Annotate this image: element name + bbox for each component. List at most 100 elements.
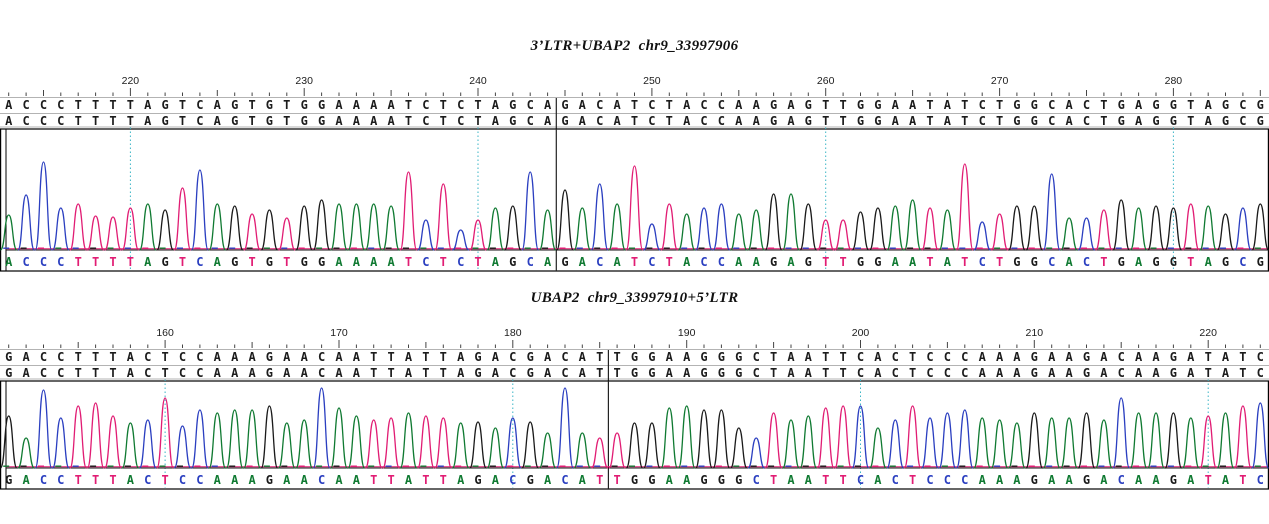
svg-text:G: G <box>1152 255 1159 269</box>
svg-text:G: G <box>631 473 638 487</box>
svg-text:T: T <box>92 98 99 112</box>
svg-text:A: A <box>544 255 552 269</box>
svg-text:A: A <box>1187 473 1195 487</box>
svg-text:T: T <box>109 255 116 269</box>
svg-text:A: A <box>787 255 795 269</box>
svg-text:G: G <box>1118 98 1125 112</box>
svg-text:T: T <box>127 114 134 128</box>
svg-text:G: G <box>631 350 638 364</box>
svg-text:A: A <box>283 350 291 364</box>
svg-text:A: A <box>5 114 13 128</box>
svg-text:G: G <box>527 366 534 380</box>
svg-text:T: T <box>1205 473 1212 487</box>
svg-text:T: T <box>926 255 933 269</box>
svg-text:G: G <box>1031 98 1038 112</box>
svg-text:G: G <box>1083 350 1090 364</box>
svg-text:A: A <box>805 366 813 380</box>
svg-text:C: C <box>979 114 986 128</box>
svg-text:T: T <box>996 255 1003 269</box>
svg-text:A: A <box>909 114 917 128</box>
svg-text:A: A <box>127 473 135 487</box>
svg-text:C: C <box>40 350 47 364</box>
svg-text:T: T <box>92 366 99 380</box>
svg-text:G: G <box>161 114 168 128</box>
svg-text:T: T <box>822 473 829 487</box>
svg-text:C: C <box>1118 473 1125 487</box>
svg-text:G: G <box>318 98 325 112</box>
svg-text:T: T <box>283 255 290 269</box>
svg-text:A: A <box>22 366 30 380</box>
svg-text:A: A <box>683 114 691 128</box>
svg-text:A: A <box>996 473 1004 487</box>
svg-text:C: C <box>648 255 655 269</box>
svg-text:G: G <box>266 473 273 487</box>
svg-text:C: C <box>753 350 760 364</box>
svg-text:T: T <box>909 473 916 487</box>
svg-text:G: G <box>874 114 881 128</box>
svg-text:T: T <box>961 98 968 112</box>
svg-text:A: A <box>544 98 552 112</box>
ruler-label: 230 <box>295 75 313 87</box>
svg-text:T: T <box>1205 350 1212 364</box>
svg-text:C: C <box>979 98 986 112</box>
svg-text:C: C <box>57 114 64 128</box>
svg-text:C: C <box>892 366 899 380</box>
svg-text:T: T <box>440 366 447 380</box>
svg-text:T: T <box>822 366 829 380</box>
svg-text:A: A <box>979 366 987 380</box>
svg-text:A: A <box>492 350 500 364</box>
ruler-label: 220 <box>1199 327 1217 339</box>
svg-text:A: A <box>22 350 30 364</box>
svg-text:A: A <box>787 114 795 128</box>
svg-text:A: A <box>370 98 378 112</box>
svg-text:A: A <box>1222 473 1230 487</box>
svg-text:A: A <box>1152 350 1160 364</box>
svg-text:A: A <box>492 366 500 380</box>
svg-text:C: C <box>57 255 64 269</box>
svg-text:A: A <box>231 366 239 380</box>
svg-text:C: C <box>40 473 47 487</box>
svg-text:A: A <box>787 350 795 364</box>
svg-text:C: C <box>318 366 325 380</box>
svg-text:C: C <box>196 98 203 112</box>
svg-text:C: C <box>527 98 534 112</box>
svg-text:C: C <box>926 366 933 380</box>
svg-text:T: T <box>179 98 186 112</box>
svg-text:C: C <box>944 473 951 487</box>
svg-text:C: C <box>561 366 568 380</box>
svg-text:A: A <box>353 366 361 380</box>
svg-text:T: T <box>839 350 846 364</box>
svg-text:C: C <box>961 366 968 380</box>
svg-text:T: T <box>370 366 377 380</box>
ruler-label: 180 <box>504 327 522 339</box>
svg-text:T: T <box>75 350 82 364</box>
svg-text:C: C <box>40 98 47 112</box>
svg-text:A: A <box>753 255 761 269</box>
svg-text:T: T <box>909 366 916 380</box>
svg-text:A: A <box>144 98 152 112</box>
svg-text:G: G <box>527 350 534 364</box>
svg-text:T: T <box>770 473 777 487</box>
svg-text:A: A <box>1135 98 1143 112</box>
svg-text:G: G <box>561 114 568 128</box>
svg-text:C: C <box>57 473 64 487</box>
trace-peaks <box>0 387 1269 469</box>
svg-text:A: A <box>144 114 152 128</box>
svg-text:C: C <box>1257 473 1264 487</box>
svg-text:C: C <box>718 98 725 112</box>
svg-text:A: A <box>248 350 256 364</box>
svg-text:G: G <box>805 98 812 112</box>
ruler-label: 240 <box>469 75 487 87</box>
svg-text:A: A <box>214 350 222 364</box>
svg-text:A: A <box>1013 366 1021 380</box>
svg-text:G: G <box>231 114 238 128</box>
svg-text:A: A <box>1065 98 1073 112</box>
svg-text:A: A <box>405 350 413 364</box>
svg-text:A: A <box>405 366 413 380</box>
svg-text:T: T <box>822 350 829 364</box>
ruler-label: 170 <box>330 327 348 339</box>
svg-text:C: C <box>892 350 899 364</box>
svg-text:G: G <box>631 366 638 380</box>
svg-text:A: A <box>457 366 465 380</box>
